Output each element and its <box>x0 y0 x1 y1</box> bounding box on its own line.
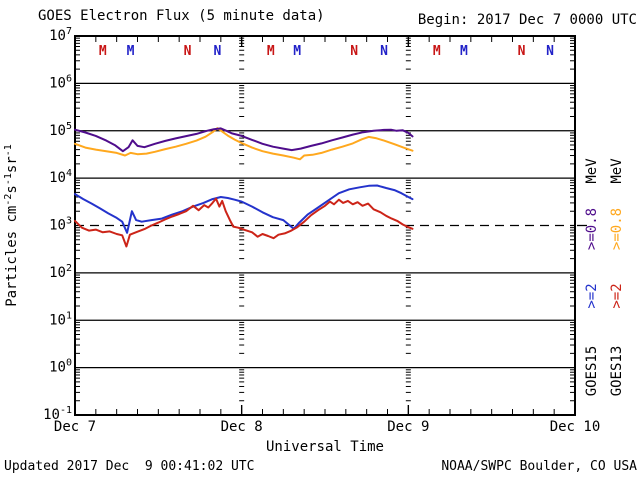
x-tick-label: Dec 10 <box>550 419 601 435</box>
legend-satellite-goes15: GOES15 <box>584 346 600 397</box>
event-marker-m: M <box>127 44 135 59</box>
event-marker-m: M <box>267 44 275 59</box>
legend-unit-goes13: MeV <box>609 158 625 184</box>
event-marker-n: N <box>213 44 221 59</box>
y-tick-label: 10-1 <box>43 405 72 423</box>
event-marker-m: M <box>99 44 107 59</box>
begin-timestamp: Begin: 2017 Dec 7 0000 UTC <box>417 12 637 28</box>
event-marker-n: N <box>546 44 554 59</box>
y-tick-label: 101 <box>49 310 72 328</box>
legend-energy-goes15: >=2 <box>584 283 600 308</box>
legend-unit-goes15: MeV <box>584 158 600 184</box>
y-tick-label: 105 <box>49 121 72 139</box>
y-tick-label: 104 <box>49 168 72 186</box>
event-marker-m: M <box>433 44 441 59</box>
y-tick-label: 107 <box>49 26 72 44</box>
event-marker-n: N <box>350 44 358 59</box>
event-marker-n: N <box>380 44 388 59</box>
plot-frame <box>74 35 576 416</box>
source-attribution: NOAA/SWPC Boulder, CO USA <box>441 459 637 474</box>
series-goes15-2-mev <box>74 184 414 234</box>
page-title: GOES Electron Flux (5 minute data) <box>38 8 325 24</box>
legend-satellite-goes13: GOES13 <box>609 346 625 397</box>
series-goes15-0-8-mev <box>74 127 414 153</box>
event-marker-m: M <box>460 44 468 59</box>
x-tick-label: Dec 7 <box>54 419 96 435</box>
y-tick-label: 102 <box>49 263 72 281</box>
x-tick-label: Dec 8 <box>221 419 263 435</box>
event-marker-m: M <box>293 44 301 59</box>
updated-timestamp: Updated 2017 Dec 9 00:41:02 UTC <box>4 459 255 474</box>
legend-energy-goes13: >=0.8 <box>609 208 625 250</box>
event-marker-n: N <box>518 44 526 59</box>
y-tick-label: 103 <box>49 216 72 234</box>
flux-chart: M M N N M M N N M M N N 107 106 105 104 103 102 101 100 10-1… <box>3 26 625 455</box>
legend-energy-goes15: >=0.8 <box>584 208 600 250</box>
x-tick-label: Dec 9 <box>387 419 429 435</box>
series-goes13-2-mev <box>74 197 414 248</box>
event-marker-n: N <box>184 44 192 59</box>
legend-energy-goes13: >=2 <box>609 283 625 308</box>
series-goes13-0-8-mev <box>74 127 414 161</box>
x-axis-title: Universal Time <box>266 439 384 455</box>
y-axis-title: Particles cm-2s-1sr-1 <box>3 144 20 307</box>
y-tick-label: 100 <box>49 358 72 376</box>
y-tick-label: 106 <box>49 73 72 91</box>
